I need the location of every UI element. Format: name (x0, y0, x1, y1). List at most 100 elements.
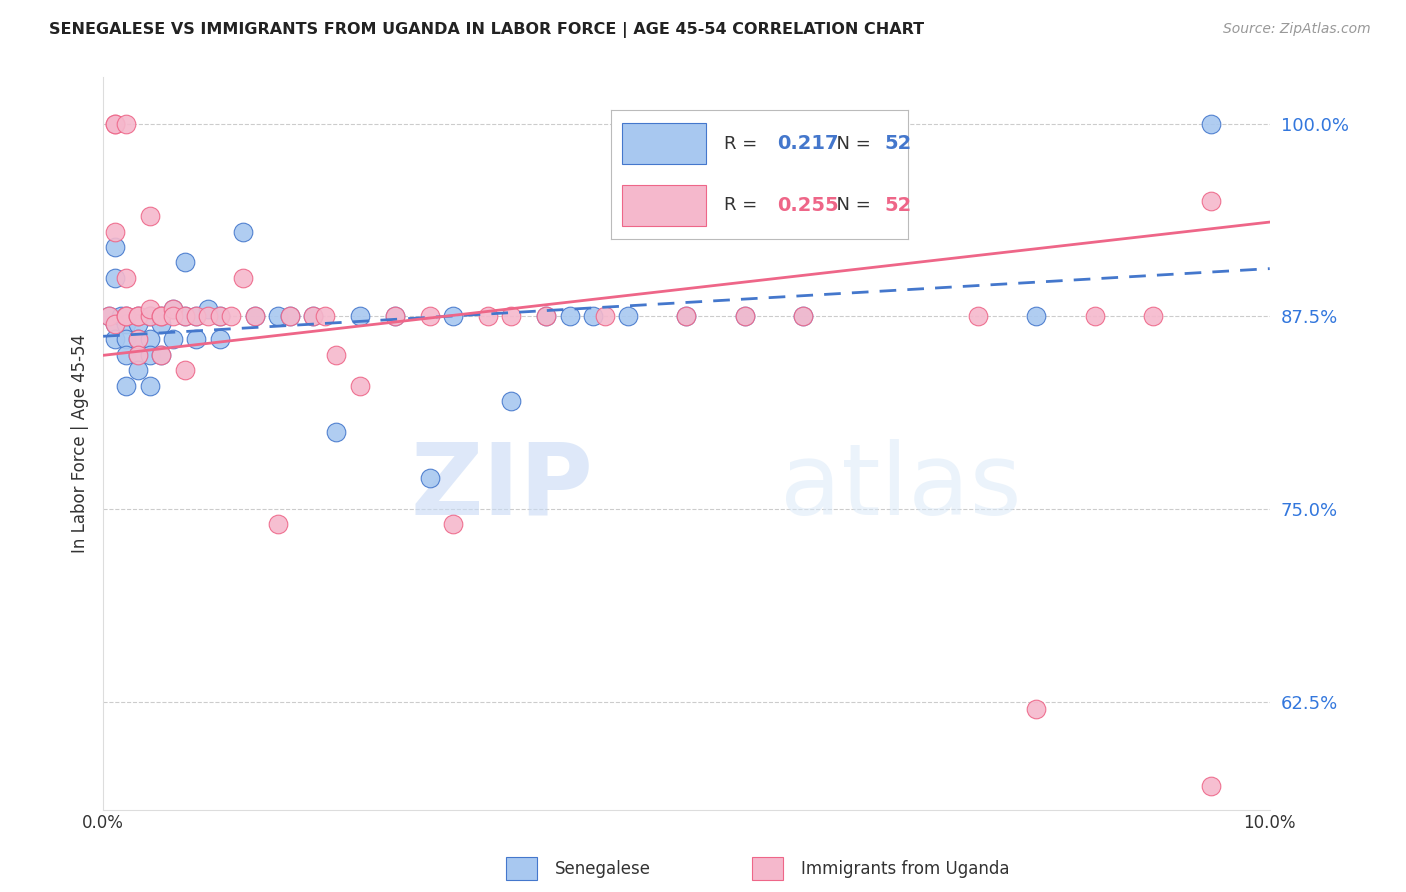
Point (162, 310, 184, 324)
Point (1201, 117, 1223, 131)
Point (115, 117, 138, 131)
Point (127, 348, 149, 362)
Point (197, 301, 219, 316)
Point (1084, 310, 1107, 324)
Point (97, 310, 120, 324)
Point (127, 310, 149, 324)
Point (104, 317, 127, 331)
Point (208, 333, 231, 347)
Point (851, 117, 873, 131)
Point (186, 310, 208, 324)
Point (792, 310, 814, 324)
Point (150, 348, 173, 362)
Point (173, 255, 195, 269)
Point (221, 310, 243, 324)
Point (501, 310, 523, 324)
Point (1142, 310, 1164, 324)
Point (115, 348, 138, 362)
Point (325, 425, 347, 439)
Point (127, 310, 149, 324)
Point (302, 310, 325, 324)
Point (536, 310, 558, 324)
Point (104, 117, 127, 131)
Point (208, 310, 231, 324)
Point (150, 348, 173, 362)
Point (115, 333, 138, 347)
Point (173, 363, 195, 377)
Point (127, 363, 149, 377)
Point (115, 310, 138, 324)
Point (593, 310, 616, 324)
Point (115, 310, 138, 324)
Point (104, 317, 127, 331)
Point (139, 348, 162, 362)
Point (734, 310, 756, 324)
Point (582, 310, 605, 324)
Point (349, 378, 371, 392)
Point (162, 333, 184, 347)
Point (150, 310, 173, 324)
Point (110, 310, 132, 324)
Point (104, 240, 127, 254)
Point (243, 310, 266, 324)
Point (104, 225, 127, 239)
Point (278, 310, 301, 324)
Point (267, 517, 290, 532)
Point (186, 333, 208, 347)
Point (104, 333, 127, 347)
Point (278, 310, 301, 324)
Point (384, 310, 406, 324)
Point (314, 310, 336, 324)
Point (139, 310, 162, 324)
Point (150, 310, 173, 324)
Point (232, 225, 254, 239)
Point (302, 310, 325, 324)
Point (162, 301, 184, 316)
Point (150, 317, 173, 331)
Point (139, 209, 162, 223)
Point (734, 310, 756, 324)
Point (232, 270, 254, 285)
Text: Senegalese: Senegalese (555, 860, 651, 878)
Point (792, 310, 814, 324)
Point (1201, 194, 1223, 208)
Point (115, 317, 138, 331)
Point (419, 471, 441, 485)
Text: ZIP: ZIP (411, 439, 593, 536)
Point (675, 310, 697, 324)
Point (1025, 310, 1047, 324)
Point (558, 310, 581, 324)
Point (267, 310, 290, 324)
Point (127, 333, 149, 347)
Point (477, 310, 499, 324)
Point (127, 317, 149, 331)
Point (441, 517, 464, 532)
Point (325, 348, 347, 362)
Point (115, 270, 138, 285)
Text: Source: ZipAtlas.com: Source: ZipAtlas.com (1223, 22, 1371, 37)
Point (150, 310, 173, 324)
Point (162, 301, 184, 316)
Point (139, 310, 162, 324)
Point (675, 310, 697, 324)
Point (617, 310, 640, 324)
Point (104, 270, 127, 285)
Point (186, 310, 208, 324)
Point (384, 310, 406, 324)
Text: SENEGALESE VS IMMIGRANTS FROM UGANDA IN LABOR FORCE | AGE 45-54 CORRELATION CHAR: SENEGALESE VS IMMIGRANTS FROM UGANDA IN … (49, 22, 924, 38)
Point (97, 310, 120, 324)
Point (139, 333, 162, 347)
Point (139, 301, 162, 316)
Point (197, 310, 219, 324)
Text: atlas: atlas (780, 439, 1021, 536)
Point (127, 310, 149, 324)
Point (441, 310, 464, 324)
Point (127, 348, 149, 362)
Text: Immigrants from Uganda: Immigrants from Uganda (801, 860, 1010, 878)
Point (967, 310, 990, 324)
Point (139, 378, 162, 392)
Point (536, 310, 558, 324)
Point (419, 310, 441, 324)
Point (115, 378, 138, 392)
Point (501, 394, 523, 409)
